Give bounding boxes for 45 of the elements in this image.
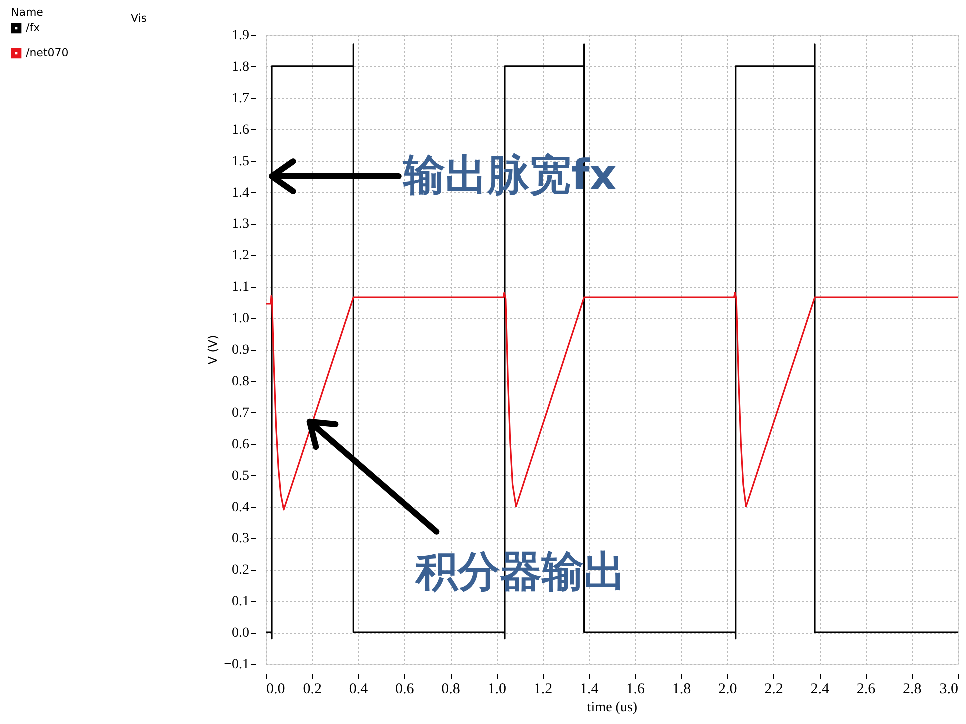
x-tick-label: 2.4 (810, 682, 830, 698)
y-tick-label: 0.8 (232, 374, 250, 390)
text: Vis (131, 12, 148, 25)
x-tick-label: 3.0 (940, 682, 958, 698)
y-tick-label: 0.6 (232, 437, 250, 452)
y-axis-title: V (V) (206, 335, 220, 365)
y-tick-label: 1.2 (232, 248, 250, 264)
line-series (266, 44, 958, 640)
y-tick-label: 0.2 (232, 563, 250, 578)
x-tick-label: 1.4 (580, 682, 600, 698)
x-tick-label: 0.0 (266, 682, 286, 698)
y-tick-label: 1.1 (232, 280, 250, 296)
y-tick-label: 0.4 (232, 500, 250, 516)
y-tick-label: 0.0 (232, 626, 250, 642)
line-series (266, 292, 958, 511)
x-tick-label: 2.8 (902, 682, 922, 698)
x-tick-label: 0.6 (396, 682, 415, 698)
x-tick-label: 1.8 (672, 682, 692, 698)
y-tick-label: 0.5 (232, 468, 250, 484)
x-axis-title: time (us) (587, 700, 638, 716)
x-tick-label: 2.6 (856, 682, 876, 698)
y-tick-label: 1.7 (232, 91, 250, 106)
y-tick-label: 1.5 (232, 154, 250, 170)
y-tick-label: 1.0 (232, 312, 250, 327)
x-tick-label: 1.0 (488, 682, 507, 698)
legend-title: Name (11, 6, 44, 19)
y-tick-label: 0.3 (232, 532, 250, 547)
y-tick-label: 0.1 (232, 594, 250, 610)
x-tick-label: 0.8 (442, 682, 460, 698)
y-tick-label: 0.7 (232, 406, 250, 421)
x-tick-label: 0.4 (349, 682, 369, 698)
y-tick-label: 1.3 (232, 217, 250, 232)
y-tick-label: 1.4 (232, 186, 250, 201)
x-tick-label: 2.2 (764, 682, 784, 698)
y-tick-label: −0.1 (224, 658, 250, 672)
legend-label: /net070 (26, 46, 69, 60)
y-tick-label: 1.9 (232, 28, 250, 44)
x-tick-label: 1.2 (534, 682, 553, 698)
x-tick-label: 2.0 (718, 682, 738, 698)
legend-label: /fx (26, 22, 41, 34)
y-tick-label: 1.8 (232, 60, 250, 75)
x-tick-label: 1.6 (626, 682, 646, 698)
y-tick-label: 0.9 (232, 343, 250, 358)
x-tick-label: 0.2 (303, 682, 322, 698)
y-tick-label: 1.6 (232, 122, 250, 138)
